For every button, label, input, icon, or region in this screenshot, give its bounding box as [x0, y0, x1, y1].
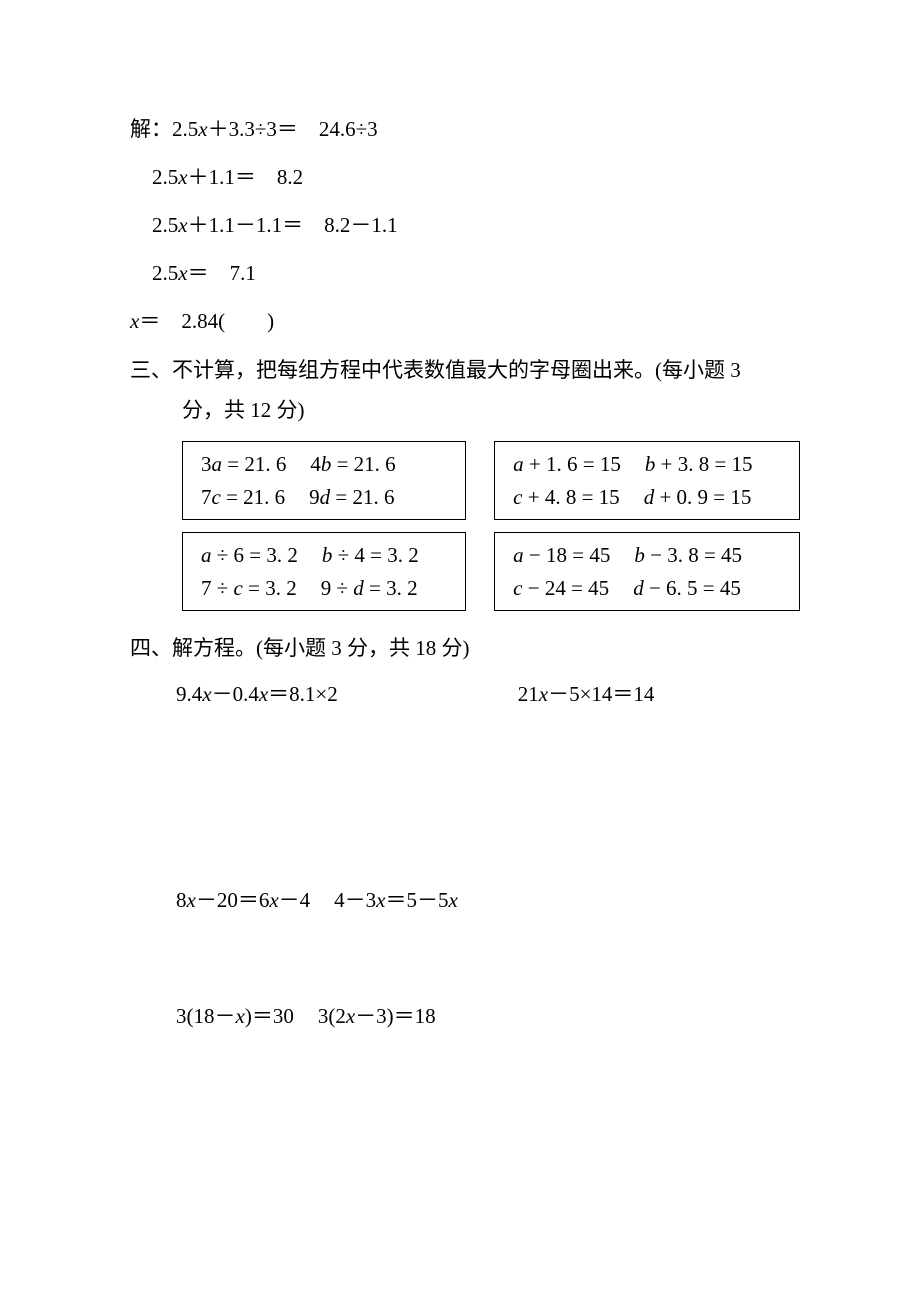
- solution-line-4: 2.5x＝ 7.1: [130, 254, 800, 294]
- solution-line-1: 解：2.5x＋3.3÷3＝ 24.6÷3: [130, 110, 800, 150]
- q4-eq: 3(18－x)＝30: [176, 997, 294, 1037]
- eq-cell: a + 1. 6 = 15: [513, 448, 621, 481]
- q4-eq: 9.4x－0.4x＝8.1×2: [176, 675, 338, 715]
- section-4: 四、解方程。(每小题 3 分，共 18 分) 9.4x－0.4x＝8.1×2 2…: [130, 629, 800, 1037]
- q4-eq: 3(2x－3)＝18: [318, 997, 436, 1037]
- eq-cell: a ÷ 6 = 3. 2: [201, 539, 298, 572]
- eq-cell: c − 24 = 45: [513, 572, 609, 605]
- eq-cell: d − 6. 5 = 45: [633, 572, 741, 605]
- box-row-2: a ÷ 6 = 3. 2 b ÷ 4 = 3. 2 7 ÷ c = 3. 2 9…: [182, 532, 800, 611]
- eq-cell: a − 18 = 45: [513, 539, 610, 572]
- solution-final: x＝ 2.84( ): [130, 302, 800, 342]
- q4-eq: 4－3x＝5－5x: [334, 881, 458, 921]
- q4-eq: 21x－5×14＝14: [518, 675, 655, 715]
- q4-row-1: 9.4x－0.4x＝8.1×2 21x－5×14＝14: [176, 675, 800, 715]
- solution-eq-1: 2.5x＋3.3÷3＝ 24.6÷3: [172, 117, 378, 141]
- eq-cell: 7 ÷ c = 3. 2: [201, 572, 297, 605]
- eq-box-4: a − 18 = 45 b − 3. 8 = 45 c − 24 = 45 d …: [494, 532, 800, 611]
- eq-cell: 4b = 21. 6: [310, 448, 395, 481]
- eq-cell: 9 ÷ d = 3. 2: [321, 572, 418, 605]
- eq-cell: 9d = 21. 6: [309, 481, 394, 514]
- q4-eq: 8x－20＝6x－4: [176, 881, 310, 921]
- section-4-title: 四、解方程。(每小题 3 分，共 18 分): [130, 629, 800, 669]
- section-3-title: 三、不计算，把每组方程中代表数值最大的字母圈出来。(每小题 3 分，共 12 分…: [130, 351, 800, 431]
- solution-prefix: 解：: [130, 117, 172, 141]
- q4-row-3: 3(18－x)＝30 3(2x－3)＝18: [176, 997, 800, 1037]
- eq-cell: b − 3. 8 = 45: [634, 539, 742, 572]
- page: 解：2.5x＋3.3÷3＝ 24.6÷3 2.5x＋1.1＝ 8.2 2.5x＋…: [0, 0, 920, 1097]
- section-3-title-a: 三、不计算，把每组方程中代表数值最大的字母圈出来。(每小题 3: [130, 358, 741, 382]
- eq-box-3: a ÷ 6 = 3. 2 b ÷ 4 = 3. 2 7 ÷ c = 3. 2 9…: [182, 532, 466, 611]
- eq-cell: 7c = 21. 6: [201, 481, 285, 514]
- equation-boxes: 3a = 21. 6 4b = 21. 6 7c = 21. 6 9d = 21…: [182, 441, 800, 611]
- eq-box-2: a + 1. 6 = 15 b + 3. 8 = 15 c + 4. 8 = 1…: [494, 441, 800, 520]
- box-row-1: 3a = 21. 6 4b = 21. 6 7c = 21. 6 9d = 21…: [182, 441, 800, 520]
- eq-cell: b ÷ 4 = 3. 2: [322, 539, 419, 572]
- solution-line-2: 2.5x＋1.1＝ 8.2: [130, 158, 800, 198]
- eq-cell: c + 4. 8 = 15: [513, 481, 620, 514]
- eq-cell: d + 0. 9 = 15: [644, 481, 752, 514]
- worked-solution: 解：2.5x＋3.3÷3＝ 24.6÷3 2.5x＋1.1＝ 8.2 2.5x＋…: [130, 110, 800, 341]
- eq-cell: b + 3. 8 = 15: [645, 448, 753, 481]
- solution-line-3: 2.5x＋1.1－1.1＝ 8.2－1.1: [130, 206, 800, 246]
- eq-cell: 3a = 21. 6: [201, 448, 286, 481]
- section-3-title-b: 分，共 12 分): [130, 391, 800, 431]
- q4-row-2: 8x－20＝6x－4 4－3x＝5－5x: [176, 881, 800, 921]
- eq-box-1: 3a = 21. 6 4b = 21. 6 7c = 21. 6 9d = 21…: [182, 441, 466, 520]
